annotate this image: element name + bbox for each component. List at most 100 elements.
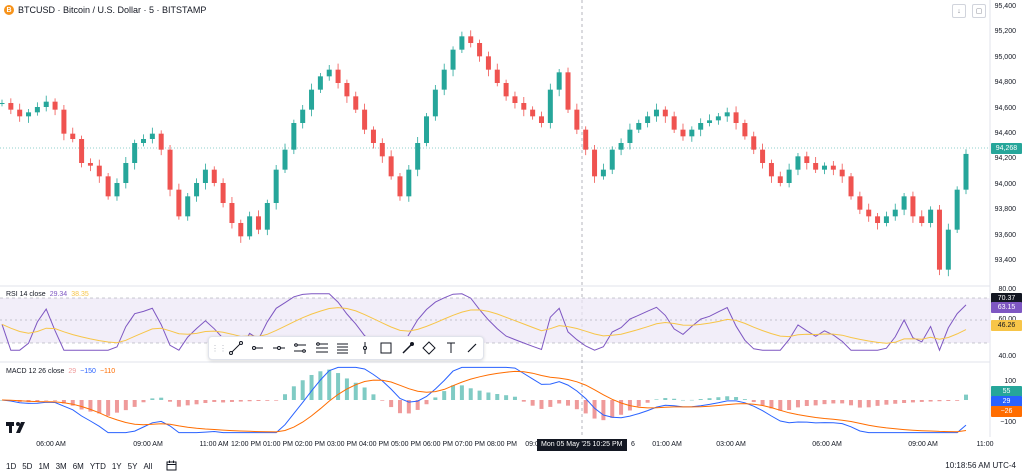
- trendline-icon[interactable]: [225, 339, 247, 357]
- calendar-icon[interactable]: [166, 460, 177, 473]
- macd-bar: [203, 400, 208, 404]
- candle-body: [176, 189, 182, 217]
- candle-body: [839, 169, 845, 177]
- drag-handle-icon[interactable]: ⋮⋮: [211, 343, 227, 353]
- range-1d[interactable]: 1D: [6, 461, 17, 471]
- macd-legend: MACD 12 26 close 29 −150 −110: [6, 368, 115, 375]
- rsi-band: [0, 298, 990, 343]
- candle-body: [388, 156, 394, 177]
- range-1m[interactable]: 1M: [38, 461, 50, 471]
- candle-body: [901, 196, 907, 210]
- candle-body: [786, 169, 792, 183]
- macd-bar: [893, 400, 898, 404]
- rectangle-icon[interactable]: [376, 339, 398, 357]
- candle-body: [362, 109, 368, 130]
- candle-body: [751, 136, 757, 150]
- macd-bar: [44, 400, 49, 401]
- macd-bar: [610, 400, 615, 418]
- macd-bar: [725, 396, 730, 400]
- time-axis-label: 11:00 AM: [199, 441, 229, 448]
- macd-bar: [495, 394, 500, 400]
- macd-bar: [902, 400, 907, 404]
- candle-body: [132, 143, 138, 163]
- rsi-line: [1, 293, 967, 352]
- restore-icon[interactable]: ▢: [972, 4, 986, 18]
- range-5d[interactable]: 5D: [22, 461, 33, 471]
- range-5y[interactable]: 5Y: [127, 461, 138, 471]
- macd-histogram: [0, 369, 968, 421]
- candlestick-series: [0, 30, 969, 277]
- macd-bar: [283, 394, 288, 400]
- macd-bar: [212, 400, 217, 402]
- candle-body: [202, 169, 208, 183]
- vertical-line-icon[interactable]: [354, 339, 376, 357]
- candle-body: [645, 116, 651, 123]
- brush-icon[interactable]: [397, 339, 419, 357]
- macd-bar: [548, 400, 553, 407]
- macd-bar: [734, 397, 739, 400]
- candle-body: [379, 143, 385, 157]
- ray-icon[interactable]: [247, 339, 269, 357]
- arrow-down-icon[interactable]: ↓: [952, 4, 966, 18]
- candle-body: [813, 163, 819, 170]
- price-axis-label: 94,600: [994, 104, 1016, 112]
- rsi-name[interactable]: RSI 14 close: [6, 291, 46, 298]
- candle-body: [105, 176, 111, 197]
- macd-bar: [397, 400, 402, 414]
- candle-body: [229, 203, 235, 223]
- price-axis-label: 94,800: [994, 79, 1016, 87]
- time-axis-label: 12:00 PM: [231, 441, 261, 448]
- candle-body: [689, 129, 695, 137]
- price-axis-label: 95,400: [994, 3, 1016, 10]
- drawing-toolbar: ⋮⋮: [208, 336, 484, 360]
- parallel-channel-icon[interactable]: [290, 339, 312, 357]
- horizontal-ray-icon[interactable]: [268, 339, 290, 357]
- range-6m[interactable]: 6M: [72, 461, 84, 471]
- macd-bar: [221, 400, 226, 403]
- macd-bar: [300, 380, 305, 400]
- time-axis-label: 03:00 AM: [716, 441, 746, 448]
- range-3m[interactable]: 3M: [55, 461, 67, 471]
- candle-body: [432, 89, 438, 117]
- fib-retracement-icon[interactable]: [333, 339, 355, 357]
- time-axis-label: 6: [631, 441, 635, 448]
- candle-body: [875, 216, 881, 223]
- pattern-icon[interactable]: [419, 339, 441, 357]
- macd-bar: [787, 400, 792, 411]
- text-icon[interactable]: [440, 339, 462, 357]
- macd-tag-hist: 55: [991, 386, 1022, 397]
- macd-name[interactable]: MACD 12 26 close: [6, 368, 65, 375]
- range-ytd[interactable]: YTD: [89, 461, 106, 471]
- candle-body: [715, 116, 721, 121]
- macd-bar: [504, 395, 509, 400]
- macd-bar: [327, 369, 332, 400]
- macd-value: −150: [80, 368, 96, 375]
- rsi-legend: RSI 14 close 29.34 38.35: [6, 291, 89, 298]
- candle-body: [857, 196, 863, 210]
- candle-body: [954, 189, 960, 230]
- range-1y[interactable]: 1Y: [111, 461, 122, 471]
- range-all[interactable]: All: [143, 461, 153, 471]
- rsi-tag-top: 70.37: [991, 293, 1022, 304]
- symbol-title[interactable]: BTCUSD · Bitcoin / U.S. Dollar · 5 · BIT…: [18, 5, 207, 15]
- macd-bar: [353, 382, 358, 400]
- macd-bar: [619, 400, 624, 415]
- macd-bar: [539, 400, 544, 409]
- macd-bar: [336, 373, 341, 400]
- candle-body: [291, 123, 297, 150]
- candle-body: [282, 149, 288, 170]
- chart-canvas[interactable]: [0, 0, 1024, 456]
- time-axis-label: 03:00 PM: [327, 441, 357, 448]
- window-controls: ↓ ▢: [952, 4, 986, 18]
- macd-bar: [486, 392, 491, 400]
- macd-bar: [751, 400, 756, 403]
- clock-timezone[interactable]: 10:18:56 AM UTC-4: [945, 461, 1016, 470]
- pencil-icon[interactable]: [462, 339, 484, 357]
- bitcoin-icon: B: [4, 5, 14, 15]
- candle-body: [273, 169, 279, 203]
- candle-body: [538, 116, 544, 123]
- candle-body: [795, 156, 801, 170]
- macd-bar: [362, 387, 367, 400]
- candle-body: [459, 36, 465, 50]
- price-range-icon[interactable]: [311, 339, 333, 357]
